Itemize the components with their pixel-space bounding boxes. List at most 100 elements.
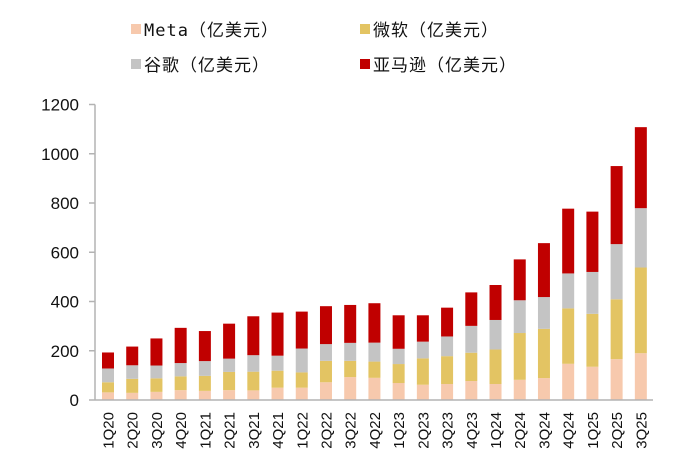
bar-segment-meta-3Q25 bbox=[634, 353, 647, 400]
bar-segment-google-1Q24 bbox=[489, 319, 502, 350]
bar-segment-google-2Q20 bbox=[126, 365, 139, 379]
x-tick-label-4Q22: 4Q22 bbox=[367, 412, 384, 449]
x-tick-label-1Q24: 1Q24 bbox=[488, 412, 505, 449]
bar-segment-meta-2Q22 bbox=[319, 382, 332, 400]
bar-segment-amazon-3Q21 bbox=[247, 316, 260, 356]
bar-segment-amazon-2Q23 bbox=[416, 315, 429, 342]
bar-segment-amazon-2Q24 bbox=[513, 259, 526, 301]
bar-segment-google-4Q21 bbox=[271, 355, 284, 371]
bar-segment-microsoft-4Q24 bbox=[562, 308, 575, 364]
x-tick-label-4Q24: 4Q24 bbox=[561, 412, 578, 449]
x-tick-label-3Q23: 3Q23 bbox=[440, 412, 457, 449]
bar-segment-microsoft-3Q22 bbox=[344, 360, 357, 378]
bar-segment-meta-2Q21 bbox=[223, 390, 236, 400]
x-tick-label-2Q21: 2Q21 bbox=[222, 412, 239, 449]
bar-segment-meta-1Q25 bbox=[586, 366, 599, 400]
bar-segment-microsoft-2Q20 bbox=[126, 378, 139, 393]
bar-segment-google-2Q23 bbox=[416, 341, 429, 359]
bar-segment-meta-3Q21 bbox=[247, 390, 260, 400]
bar-segment-google-2Q25 bbox=[610, 244, 623, 300]
bar-segment-meta-1Q21 bbox=[198, 390, 211, 400]
bar-segment-microsoft-3Q20 bbox=[150, 378, 163, 392]
x-tick-label-2Q25: 2Q25 bbox=[609, 412, 626, 449]
bar-segment-google-3Q24 bbox=[537, 297, 550, 329]
y-tick-label-200: 200 bbox=[51, 342, 79, 361]
bar-segment-amazon-4Q22 bbox=[368, 303, 381, 343]
bar-segment-microsoft-1Q24 bbox=[489, 349, 502, 384]
bar-segment-google-2Q24 bbox=[513, 300, 526, 334]
y-tick-label-1200: 1200 bbox=[41, 96, 79, 115]
bar-segment-microsoft-2Q21 bbox=[223, 371, 236, 391]
legend-label-meta: Meta（亿美元） bbox=[144, 21, 279, 41]
bar-segment-google-4Q22 bbox=[368, 342, 381, 362]
bar-segment-meta-3Q20 bbox=[150, 391, 163, 400]
bar-segment-meta-4Q24 bbox=[562, 363, 575, 400]
bar-segment-google-4Q23 bbox=[465, 325, 478, 353]
x-tick-label-2Q23: 2Q23 bbox=[415, 412, 432, 449]
bar-segment-google-1Q20 bbox=[102, 368, 114, 383]
bar-segment-meta-2Q23 bbox=[416, 384, 429, 400]
bar-segment-meta-1Q24 bbox=[489, 383, 502, 400]
bar-segment-google-1Q21 bbox=[198, 361, 211, 376]
x-tick-label-2Q24: 2Q24 bbox=[512, 412, 529, 449]
bar-segment-meta-4Q21 bbox=[271, 387, 284, 400]
x-tick-label-3Q20: 3Q20 bbox=[149, 412, 166, 449]
bar-segment-meta-4Q20 bbox=[174, 390, 187, 400]
y-tick-label-600: 600 bbox=[51, 243, 79, 262]
legend-label-google: 谷歌（亿美元） bbox=[144, 56, 270, 76]
bar-segment-microsoft-1Q20 bbox=[102, 382, 114, 393]
bar-segment-google-2Q22 bbox=[319, 344, 332, 361]
bar-segment-meta-4Q23 bbox=[465, 381, 478, 400]
bar-segment-microsoft-4Q22 bbox=[368, 361, 381, 378]
bar-segment-microsoft-4Q23 bbox=[465, 352, 478, 382]
bar-segment-google-4Q24 bbox=[562, 273, 575, 309]
legend-swatch-amazon bbox=[360, 58, 370, 69]
bar-segment-microsoft-1Q22 bbox=[295, 372, 308, 388]
y-tick-label-400: 400 bbox=[51, 293, 79, 312]
bar-segment-amazon-3Q22 bbox=[344, 304, 357, 343]
legend-swatch-meta bbox=[131, 23, 141, 34]
bar-segment-meta-2Q25 bbox=[610, 359, 623, 400]
bar-segment-google-2Q21 bbox=[223, 358, 236, 372]
legend-swatch-microsoft bbox=[360, 23, 370, 34]
bar-segment-amazon-3Q24 bbox=[537, 243, 550, 298]
x-tick-label-3Q22: 3Q22 bbox=[343, 412, 360, 449]
bar-segment-amazon-1Q20 bbox=[102, 352, 114, 369]
bar-segment-google-1Q22 bbox=[295, 348, 308, 373]
x-tick-label-3Q25: 3Q25 bbox=[633, 412, 650, 449]
bar-segment-meta-4Q22 bbox=[368, 377, 381, 400]
bar-segment-google-3Q23 bbox=[441, 336, 454, 357]
x-tick-label-4Q20: 4Q20 bbox=[173, 412, 190, 449]
chart-legend: Meta（亿美元） 微软（亿美元） 谷歌（亿美元） 亚马逊（亿美元） bbox=[0, 0, 684, 90]
bar-segment-meta-3Q23 bbox=[441, 383, 454, 400]
bar-segment-microsoft-4Q21 bbox=[271, 370, 284, 388]
bar-segment-amazon-2Q25 bbox=[610, 166, 623, 245]
legend-label-microsoft: 微软（亿美元） bbox=[373, 21, 499, 41]
bar-segment-microsoft-2Q24 bbox=[513, 333, 526, 380]
legend-item-google: 谷歌（亿美元） bbox=[131, 51, 270, 76]
bar-segment-meta-1Q23 bbox=[392, 383, 405, 400]
bar-segment-microsoft-4Q20 bbox=[174, 376, 187, 391]
bar-segment-google-4Q20 bbox=[174, 363, 187, 377]
bar-segment-microsoft-3Q25 bbox=[634, 267, 647, 354]
bar-segment-amazon-3Q23 bbox=[441, 307, 454, 337]
bar-segment-microsoft-3Q24 bbox=[537, 328, 550, 379]
bar-segment-microsoft-3Q21 bbox=[247, 371, 260, 391]
bar-segment-meta-3Q24 bbox=[537, 378, 550, 400]
bar-segment-microsoft-1Q21 bbox=[198, 375, 211, 391]
bar-segment-amazon-1Q25 bbox=[586, 211, 599, 272]
x-tick-label-4Q21: 4Q21 bbox=[270, 412, 287, 449]
bar-segment-amazon-4Q23 bbox=[465, 292, 478, 326]
bar-segment-google-3Q25 bbox=[634, 208, 647, 268]
bar-segment-google-3Q22 bbox=[344, 342, 357, 361]
bar-segment-amazon-1Q23 bbox=[392, 315, 405, 349]
x-tick-label-1Q25: 1Q25 bbox=[585, 412, 602, 449]
y-tick-label-0: 0 bbox=[70, 391, 79, 410]
bar-segment-google-3Q20 bbox=[150, 365, 163, 379]
bar-segment-amazon-3Q25 bbox=[634, 127, 647, 209]
bar-segment-amazon-3Q20 bbox=[150, 338, 163, 366]
y-tick-label-1000: 1000 bbox=[41, 145, 79, 164]
bar-segment-microsoft-1Q23 bbox=[392, 364, 405, 384]
bar-segment-meta-3Q22 bbox=[344, 377, 357, 400]
